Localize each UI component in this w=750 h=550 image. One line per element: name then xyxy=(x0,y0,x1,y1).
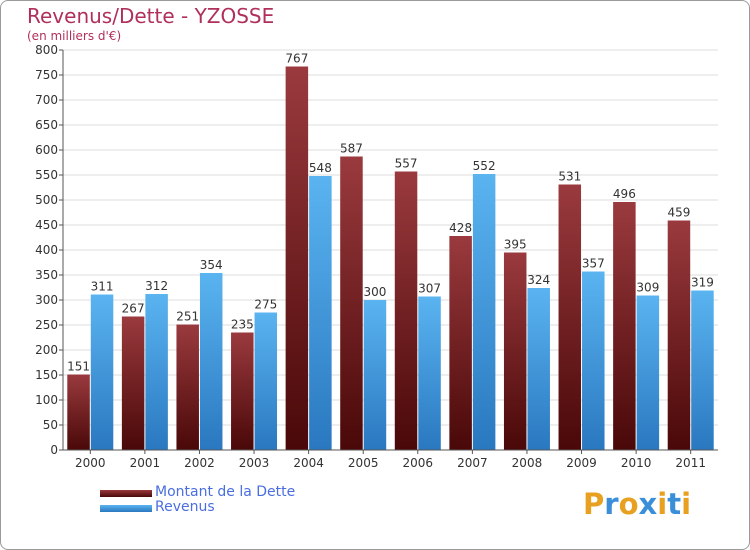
y-tick-label-800: 800 xyxy=(35,43,58,57)
data-label-revenue-2002: 354 xyxy=(200,258,223,272)
bar-revenue-2010 xyxy=(636,295,660,450)
logo-letter: t xyxy=(667,487,682,521)
bar-revenue-2002 xyxy=(199,273,223,450)
grid-layer xyxy=(63,49,718,451)
data-label-revenue-2000: 311 xyxy=(91,280,114,294)
y-tick-label-600: 600 xyxy=(35,143,58,157)
data-label-debt-2001: 267 xyxy=(122,302,145,316)
legend-label-revenue: Revenus xyxy=(155,499,215,515)
data-label-revenue-2009: 357 xyxy=(582,257,605,271)
x-tick-label-2001: 2001 xyxy=(130,456,161,470)
y-tick-label-200: 200 xyxy=(35,343,58,357)
bar-debt-2010 xyxy=(613,202,636,450)
bar-revenue-2009 xyxy=(582,271,605,450)
data-label-debt-2006: 557 xyxy=(395,157,418,171)
y-tick-label-0: 0 xyxy=(50,443,58,457)
logo-letter: i xyxy=(657,487,668,521)
data-label-debt-2004: 767 xyxy=(285,52,308,66)
logo-letter: i xyxy=(681,487,692,521)
y-tick-label-250: 250 xyxy=(35,318,58,332)
y-tick-label-150: 150 xyxy=(35,368,58,382)
bar-debt-2000 xyxy=(67,374,90,450)
bar-revenue-2007 xyxy=(472,174,496,450)
axis-layer: 0 50 100 150 200 250 300 350 400 450 500 550 600 650 7… xyxy=(35,43,718,470)
bar-revenue-2006 xyxy=(418,296,441,450)
y-tick-label-400: 400 xyxy=(35,243,58,257)
data-label-revenue-2004: 548 xyxy=(309,161,332,175)
x-tick-label-2000: 2000 xyxy=(75,456,106,470)
bar-debt-2002 xyxy=(176,324,199,450)
data-label-debt-2011: 459 xyxy=(668,206,691,220)
data-label-debt-2000: 151 xyxy=(67,360,90,374)
legend-label-debt: Montant de la Dette xyxy=(155,484,296,500)
data-label-revenue-2001: 312 xyxy=(145,279,168,293)
data-label-debt-2007: 428 xyxy=(449,221,472,235)
data-label-revenue-2005: 300 xyxy=(364,285,387,299)
data-label-revenue-2006: 307 xyxy=(418,282,441,296)
x-tick-label-2004: 2004 xyxy=(293,456,324,470)
x-tick-label-2010: 2010 xyxy=(621,456,652,470)
x-tick-label-2003: 2003 xyxy=(239,456,270,470)
data-label-debt-2003: 235 xyxy=(231,318,254,332)
logo-letter: x xyxy=(638,487,658,521)
y-tick-label-450: 450 xyxy=(35,218,58,232)
legend-swatch-debt xyxy=(100,490,152,497)
data-label-revenue-2003: 275 xyxy=(254,298,277,312)
bars-layer xyxy=(67,66,714,450)
x-tick-label-2006: 2006 xyxy=(403,456,434,470)
bar-debt-2007 xyxy=(449,236,472,450)
data-label-revenue-2011: 319 xyxy=(691,276,714,290)
y-tick-label-300: 300 xyxy=(35,293,58,307)
x-tick-label-2002: 2002 xyxy=(184,456,215,470)
bar-debt-2006 xyxy=(394,171,418,450)
proxiti-logo: Proxiti xyxy=(583,487,691,521)
bar-debt-2008 xyxy=(503,252,527,450)
x-tick-label-2011: 2011 xyxy=(675,456,706,470)
data-label-debt-2002: 251 xyxy=(176,310,199,324)
bar-revenue-2003 xyxy=(254,312,278,450)
data-label-debt-2010: 496 xyxy=(613,187,636,201)
data-label-debt-2008: 395 xyxy=(504,238,527,252)
data-label-debt-2005: 587 xyxy=(340,142,363,156)
chart-subtitle: (en milliers d'€) xyxy=(27,29,122,43)
legend-swatch-revenue xyxy=(100,505,152,512)
bar-debt-2005 xyxy=(340,156,363,450)
data-label-revenue-2007: 552 xyxy=(473,159,496,173)
bar-revenue-2011 xyxy=(691,290,714,450)
y-tick-label-50: 50 xyxy=(43,418,58,432)
bar-debt-2011 xyxy=(667,220,691,450)
data-label-debt-2009: 531 xyxy=(558,170,581,184)
data-label-revenue-2008: 324 xyxy=(527,273,550,287)
bar-revenue-2004 xyxy=(309,176,332,450)
bar-debt-2001 xyxy=(121,316,145,450)
chart-title: Revenus/Dette - YZOSSE xyxy=(27,4,275,28)
y-tick-label-700: 700 xyxy=(35,93,58,107)
x-tick-label-2009: 2009 xyxy=(566,456,597,470)
y-tick-label-500: 500 xyxy=(35,193,58,207)
bar-debt-2004 xyxy=(285,66,309,450)
y-tick-label-100: 100 xyxy=(35,393,58,407)
y-tick-label-650: 650 xyxy=(35,118,58,132)
x-tick-label-2007: 2007 xyxy=(457,456,488,470)
logo-letter: o xyxy=(618,487,639,521)
bar-revenue-2001 xyxy=(145,294,168,450)
bar-revenue-2008 xyxy=(527,288,550,450)
y-tick-label-350: 350 xyxy=(35,268,58,282)
bar-revenue-2005 xyxy=(363,300,387,450)
logo-letter: P xyxy=(583,487,605,521)
y-tick-label-550: 550 xyxy=(35,168,58,182)
bar-debt-2003 xyxy=(231,332,254,450)
y-tick-label-750: 750 xyxy=(35,68,58,82)
x-tick-label-2005: 2005 xyxy=(348,456,379,470)
logo-letter: r xyxy=(604,487,619,521)
bar-debt-2009 xyxy=(558,184,582,450)
x-tick-label-2008: 2008 xyxy=(512,456,543,470)
data-label-revenue-2010: 309 xyxy=(636,281,659,295)
bar-revenue-2000 xyxy=(90,294,114,450)
